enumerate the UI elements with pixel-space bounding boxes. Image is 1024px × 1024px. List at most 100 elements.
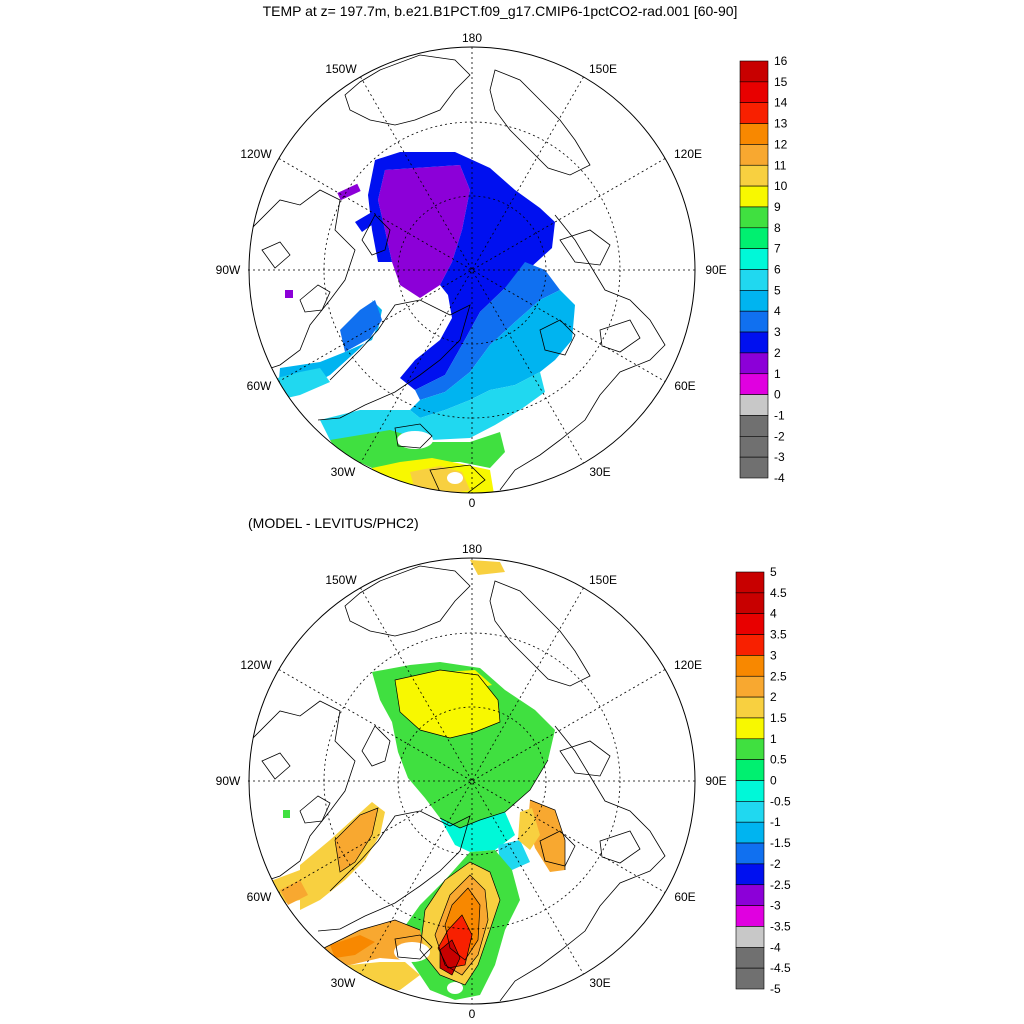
field-region (368, 152, 555, 390)
colorbar-tick-label: 5 (774, 283, 781, 297)
contour-lines (319, 669, 566, 986)
colorbar-tick-label: 16 (774, 54, 788, 68)
colorbar-box (735, 863, 765, 886)
colorbar-tick-label: 7 (774, 242, 781, 256)
colorbar-tick-label: -2.5 (770, 878, 791, 892)
coastlines (249, 565, 666, 1002)
contour-line (434, 874, 489, 976)
colorbar-box (735, 842, 765, 865)
field-region (518, 808, 540, 850)
colorbar-tick-label: -3 (774, 450, 785, 464)
colorbar-tick-label: 1.5 (770, 711, 787, 725)
parallel (397, 195, 547, 345)
colorbar-tick-label: 13 (774, 117, 788, 131)
colorbar-tick-label: 15 (774, 75, 788, 89)
temperature-field (270, 152, 575, 493)
lon-label: 0 (469, 496, 476, 510)
temperature-map-panel (248, 46, 696, 494)
lon-label: 180 (462, 31, 482, 45)
lon-label: 150E (589, 62, 617, 76)
field-region (337, 183, 361, 201)
coastline (489, 580, 591, 687)
colorbar-box (735, 905, 765, 927)
coastline (361, 725, 391, 767)
lon-label: 90W (216, 774, 241, 788)
coastlines (249, 54, 666, 493)
lon-label: 30W (331, 465, 356, 479)
contour-line (319, 919, 421, 951)
colorbar-tick-label: -0.5 (770, 794, 791, 808)
colorbar-tick-label: -3.5 (770, 919, 791, 933)
colorbar-box (739, 81, 769, 103)
colorbar-tick-label: 14 (774, 96, 788, 110)
colorbar-tick-label: -3 (770, 899, 781, 913)
graticule (248, 558, 696, 1004)
colorbar-box (735, 926, 765, 948)
field-region (330, 935, 375, 958)
lon-label: 120E (674, 147, 702, 161)
lon-label: 30W (331, 976, 356, 990)
colorbar-box (739, 415, 769, 437)
coastline (599, 319, 641, 353)
graticule (248, 47, 696, 493)
colorbar-tick-label: 3 (774, 325, 781, 339)
difference-subtitle: (MODEL - LEVITUS/PHC2) (248, 515, 419, 531)
coastline (489, 69, 591, 176)
coastline (299, 795, 331, 824)
difference-colorbar: 5 4.5 4 3.5 3 2.5 2 1.5 1 0.5 0 -0.5 -1 -1.5 -2 -2.5 -3 -… (735, 565, 791, 996)
parallel (397, 706, 547, 856)
colorbar-box (735, 967, 765, 990)
field-region (283, 810, 290, 818)
colorbar-box (735, 759, 765, 781)
lon-label: 120E (674, 658, 702, 672)
colorbar-box (739, 394, 769, 416)
contour-line (439, 759, 549, 829)
coastline (429, 464, 486, 493)
field-region (330, 430, 505, 470)
field-region (528, 800, 565, 872)
lon-label: 90E (705, 263, 726, 277)
meridian (360, 587, 584, 975)
colorbar-tick-label: -5 (770, 982, 781, 996)
colorbar-tick-label: 2 (774, 346, 781, 360)
field-region (320, 372, 545, 440)
field-region (470, 560, 505, 575)
field-region (410, 290, 575, 418)
field-region (278, 300, 382, 392)
meridian (360, 76, 584, 464)
land-mask (447, 982, 463, 994)
meridian (360, 587, 584, 975)
coastline (317, 299, 471, 421)
contour-line (437, 914, 473, 969)
colorbar-tick-label: 6 (774, 263, 781, 277)
colorbar-tick-label: 0 (770, 774, 777, 788)
map-boundary (248, 557, 696, 1005)
colorbar-box (739, 123, 769, 145)
contour-line (529, 799, 566, 870)
longitude-labels-top: 180 150E 120E 90E 60E 30E 0 30W 60W 90W … (216, 31, 727, 510)
land-mask (394, 942, 430, 962)
colorbar-tick-label: -1.5 (770, 836, 791, 850)
coastline (317, 810, 471, 932)
colorbar-tick-label: -4 (774, 471, 785, 485)
lon-label: 120W (240, 658, 272, 672)
colorbar-tick-label: 0.5 (770, 753, 787, 767)
colorbar-tick-label: 8 (774, 221, 781, 235)
colorbar-box (735, 634, 765, 656)
field-region (378, 165, 470, 298)
colorbar-tick-label: 9 (774, 200, 781, 214)
colorbar-tick-label: 1 (774, 367, 781, 381)
lon-label: 150E (589, 573, 617, 587)
lon-label: 150W (325, 573, 357, 587)
colorbar-box (735, 592, 765, 614)
parallel (323, 121, 621, 419)
lon-label: 30E (589, 465, 610, 479)
coastline (599, 830, 641, 864)
field-region (440, 940, 460, 975)
contour-line (394, 669, 501, 739)
colorbar-tick-label: 5 (770, 565, 777, 579)
coastline (539, 830, 576, 867)
colorbar-tick-label: -1 (770, 815, 781, 829)
colorbar-tick-label: 3.5 (770, 628, 787, 642)
colorbar-tick-label: 1 (770, 732, 777, 746)
